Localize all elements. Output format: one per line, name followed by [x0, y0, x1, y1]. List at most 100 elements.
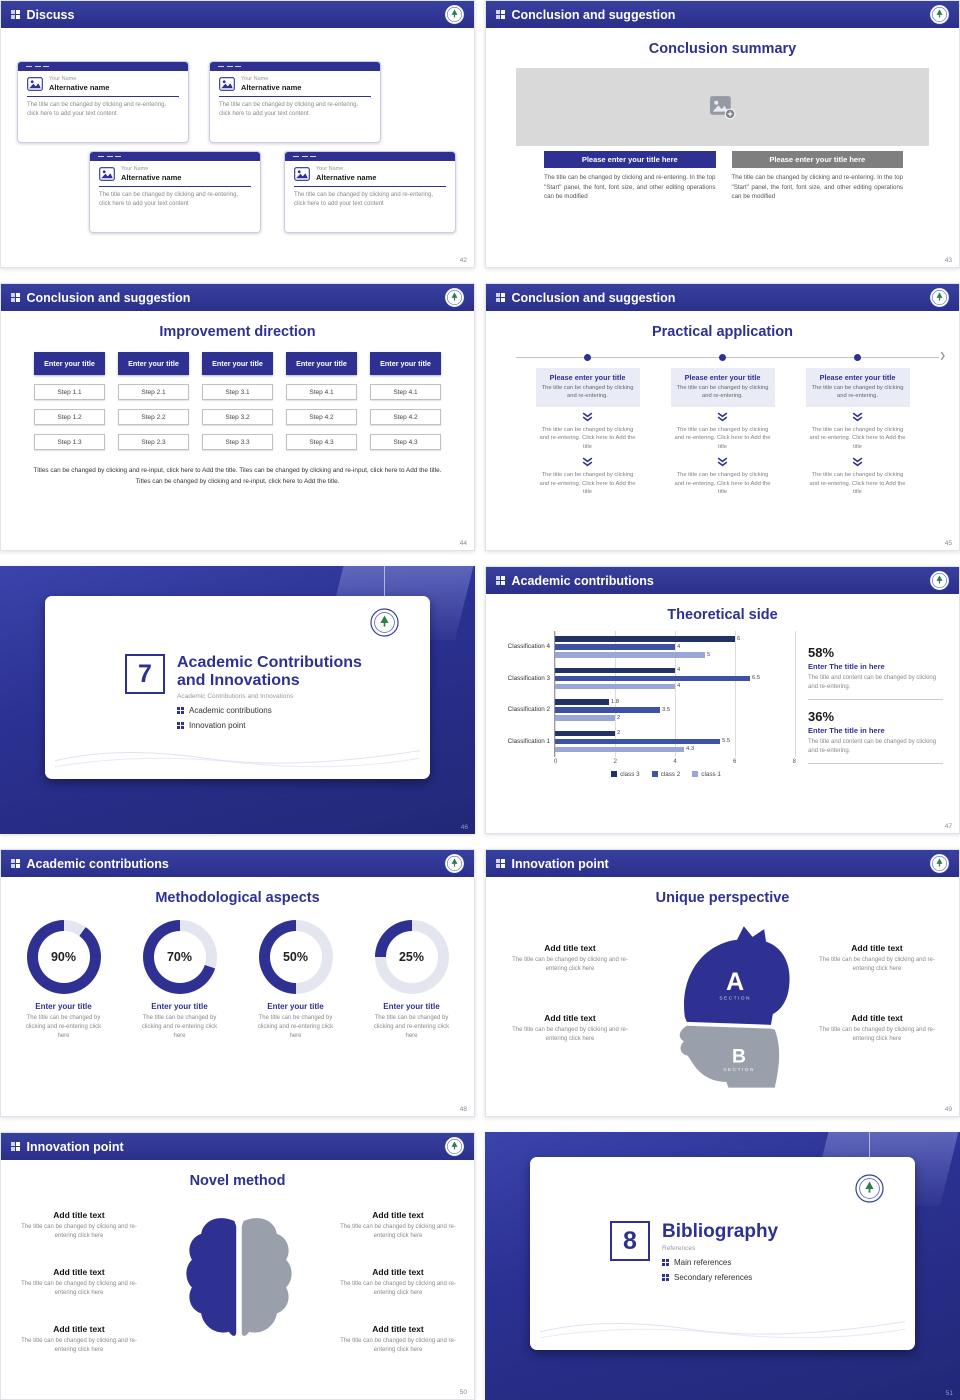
logo-string: [384, 566, 385, 610]
slide-43-conclusion-summary[interactable]: Conclusion and suggestion Conclusion sum…: [485, 0, 960, 268]
slide-body: Conclusion summary Please enter your tit…: [486, 28, 959, 267]
stat-description: The title and content can be changed by …: [808, 674, 943, 700]
column-header: Enter your title: [202, 352, 273, 375]
step-column: Enter your title Step 1.1 Step 1.2 Step …: [34, 352, 105, 450]
legend-item: class 3: [611, 771, 640, 778]
slide-body: Your Name Alternative name The title can…: [1, 28, 474, 267]
timeline-column: Please enter your title The title can be…: [670, 354, 775, 497]
folder-tab: [285, 152, 455, 161]
section-number: 7: [125, 654, 165, 694]
slide-title: Practical application: [651, 324, 794, 340]
bar-group: 6 4 5: [555, 635, 795, 658]
step-cell: Step 4.1: [286, 384, 357, 400]
step-cell: Step 4.3: [370, 434, 441, 450]
note-description: The title can be changed by clicking and…: [21, 1338, 137, 1353]
step-text: The title can be changed by clicking and…: [539, 471, 636, 496]
slide-50-novel-method[interactable]: Innovation point Novel method Add title …: [0, 1132, 475, 1400]
column-header: Enter your title: [118, 352, 189, 375]
step-cell: Step 3.3: [202, 434, 273, 450]
donut-percent: 90%: [50, 950, 77, 964]
donut-row: 90% Enter your title The title can be ch…: [1, 920, 474, 1041]
note-block: Add title text The title can be changed …: [15, 1324, 143, 1355]
head-silhouette-graphic: A SECTION B SECTION: [679, 926, 790, 1088]
box-title: Please enter your title: [819, 373, 896, 382]
step-cell: Step 4.2: [370, 409, 441, 425]
bullet-dots-icon: [177, 706, 184, 714]
step-column: Enter your title Step 3.1 Step 3.2 Step …: [202, 352, 273, 450]
page-number: 46: [460, 824, 468, 831]
bar: [555, 699, 609, 705]
step-text: The title can be changed by clicking and…: [674, 471, 771, 496]
section-card: 7 Academic Contributions and Innovations…: [45, 596, 430, 779]
grid-dots-icon: [11, 293, 20, 302]
note-title: Add title text: [53, 1210, 105, 1220]
box-title: Please enter your title: [549, 373, 626, 382]
slide-46-section-academic-contributions[interactable]: 7 Academic Contributions and Innovations…: [0, 566, 475, 834]
donut-title: Enter your title: [35, 1002, 92, 1011]
step-text: The title can be changed by clicking and…: [809, 471, 906, 496]
card-name-label: Your Name: [316, 166, 344, 172]
step-text: The title can be changed by clicking and…: [674, 426, 771, 451]
bar-value-label: 3.5: [662, 706, 671, 713]
section-subtitle: References: [662, 1245, 696, 1253]
card-text: The title can be changed by clicking and…: [27, 102, 167, 117]
slide-header-title: Innovation point: [511, 856, 609, 871]
note-block: Add title text The title can be changed …: [15, 1210, 143, 1241]
timeline-dot: [584, 354, 591, 361]
slide-45-practical-application[interactable]: Conclusion and suggestion Practical appl…: [485, 283, 960, 551]
column-header: Enter your title: [34, 352, 105, 375]
bar-group: 2 5.5 4.3: [555, 730, 795, 753]
note-description: The title can be changed by clicking and…: [512, 957, 628, 972]
slide-51-section-bibliography[interactable]: 8 Bibliography References Main reference…: [485, 1132, 960, 1400]
note-description: The title can be changed by clicking and…: [819, 1027, 935, 1042]
bullet-label: Innovation point: [189, 720, 246, 730]
timeline-column: Please enter your title The title can be…: [805, 354, 910, 497]
university-logo: [929, 4, 950, 25]
bullet-dots-icon: [662, 1274, 669, 1282]
grid-dots-icon: [11, 10, 20, 19]
slide-42-discuss[interactable]: Discuss Your Name Alternative name The t…: [0, 0, 475, 268]
bar: [555, 675, 750, 681]
step-cell: Step 1.3: [34, 434, 105, 450]
primary-title-button[interactable]: Please enter your title here: [544, 151, 716, 168]
card-name-label: Your Name: [121, 166, 149, 172]
step-cell: Step 4.1: [370, 384, 441, 400]
note-description: The title can be changed by clicking and…: [21, 1224, 137, 1239]
slide-body: Practical application ❯ Please enter you…: [486, 311, 959, 550]
wave-decoration: [540, 1308, 905, 1342]
title-box: Please enter your title The title can be…: [805, 368, 910, 407]
section-number: 8: [610, 1221, 650, 1261]
slide-48-methodological-aspects[interactable]: Academic contributions Methodological as…: [0, 849, 475, 1117]
step-columns: Enter your title Step 1.1 Step 1.2 Step …: [1, 352, 474, 450]
section-bullet: Innovation point: [177, 721, 392, 730]
timeline-dot: [719, 354, 726, 361]
bar: [555, 644, 675, 650]
slide-49-unique-perspective[interactable]: Innovation point Unique perspective A SE…: [485, 849, 960, 1117]
bar-value-label: 4.3: [686, 746, 695, 753]
section-bullet: Main references: [662, 1258, 778, 1267]
donut-title: Enter your title: [267, 1002, 324, 1011]
bar-row: 4: [555, 643, 795, 650]
left-description: The title can be changed by clicking and…: [544, 174, 716, 201]
section-bullet: Academic contributions: [177, 706, 392, 715]
note-title: Add title text: [372, 1210, 424, 1220]
chart-legend: class 3 class 2 class 1: [536, 771, 796, 778]
wave-decoration: [55, 737, 420, 771]
slide-header: Academic contributions: [1, 850, 474, 877]
slide-47-theoretical-side[interactable]: Academic contributions Theoretical side …: [485, 566, 960, 834]
folder-tab: [18, 62, 188, 71]
bullet-dots-icon: [177, 721, 184, 729]
section-a-label: SECTION: [719, 996, 751, 1002]
grid-dots-icon: [11, 1142, 20, 1151]
timeline-arrow-icon: ❯: [939, 351, 946, 360]
bar-value-label: 4: [677, 667, 681, 674]
title-box: Please enter your title The title can be…: [535, 368, 640, 407]
donut-item: 70% Enter your title The title can be ch…: [137, 920, 223, 1041]
secondary-title-button[interactable]: Please enter your title here: [731, 151, 903, 168]
box-subtitle: The title can be changed by clicking and…: [811, 385, 904, 400]
slide-44-improvement-direction[interactable]: Conclusion and suggestion Improvement di…: [0, 283, 475, 551]
bar-plot-area: 6 4 5 4 6.5 4 1.8 3.5 2 2 5.5 4.3: [554, 631, 796, 757]
note-description: The title can be changed by clicking and…: [512, 1027, 628, 1042]
bar-row: 2: [555, 730, 795, 737]
